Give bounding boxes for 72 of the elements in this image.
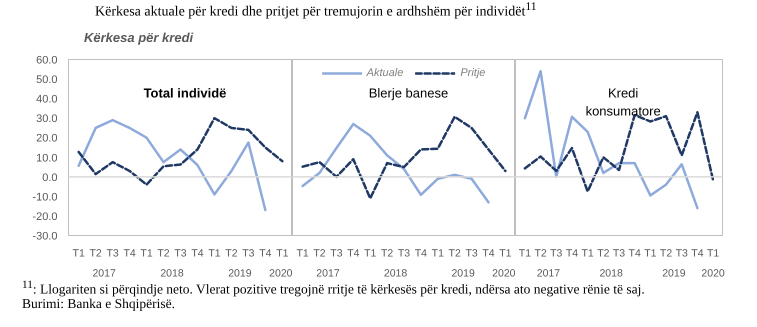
- x-tick-label: T3: [550, 248, 563, 260]
- y-tick-label: 20.0: [36, 132, 58, 145]
- x-tick-label: T2: [90, 248, 102, 260]
- x-tick-label: T1: [518, 248, 532, 260]
- x-tick-label: T4: [347, 248, 360, 260]
- x-tick-label: T1: [296, 248, 309, 260]
- text: 2020: [492, 268, 516, 280]
- text: 2020: [701, 268, 725, 280]
- y-tick-label: 40.0: [36, 94, 58, 106]
- x-tick-label: T1: [276, 248, 289, 260]
- x-tick-label: T4: [414, 248, 428, 260]
- text: 2018: [384, 268, 408, 280]
- y-tick-label: -30.0: [32, 230, 58, 242]
- text: 2017: [536, 268, 560, 280]
- y-tick-label: 60.0: [36, 54, 58, 66]
- y-tick-label: -20.0: [32, 210, 58, 223]
- text: $^{11}$: Llogariten si përqindje neto. Vlerat pozitive tregojnë rritje të kërkesës për kredi, ndërsa ato negative rënie të saj.: [21, 279, 646, 296]
- x-tick-label: T3: [398, 248, 410, 260]
- y-tick-label: -10.0: [32, 191, 58, 204]
- line-series: [77, 116, 284, 186]
- x-tick-label: T4: [628, 248, 641, 260]
- x-tick-label: T1: [499, 248, 512, 260]
- x-tick-label: T1: [432, 248, 444, 260]
- text: 2017: [316, 268, 340, 280]
- x-tick-label: T1: [582, 248, 594, 260]
- x-tick-label: T4: [691, 248, 704, 260]
- text: Total individë: [144, 86, 226, 100]
- x-tick-label: T2: [225, 248, 238, 260]
- x-tick-label: T4: [566, 248, 578, 260]
- x-tick-label: T4: [259, 248, 272, 260]
- y-tick-label: 0.0: [42, 172, 58, 184]
- x-tick-label: T1: [72, 248, 85, 260]
- text: 2019: [451, 268, 475, 280]
- x-tick-label: T1: [140, 248, 153, 260]
- x-tick-label: T3: [465, 248, 478, 260]
- line-series: [77, 118, 267, 212]
- x-tick-label: T1: [364, 248, 376, 260]
- text: 2019: [662, 268, 686, 280]
- x-tick-label: T3: [242, 248, 255, 260]
- text: Burimi: Banka e Shqipërisë.: [21, 296, 176, 313]
- chart-subtitle: Kërkesa për kredi: [83, 29, 194, 47]
- x-tick-label: T4: [191, 248, 204, 260]
- x-tick-label: T3: [106, 248, 119, 260]
- y-tick-label: 50.0: [36, 74, 58, 86]
- x-tick-label: T3: [676, 248, 688, 260]
- x-tick-label: T1: [644, 248, 657, 260]
- x-tick-label: T2: [380, 248, 394, 260]
- x-tick-label: T2: [448, 248, 461, 260]
- x-tick-label: T2: [157, 248, 170, 260]
- x-tick-label: T2: [534, 248, 547, 260]
- text: Kërkesa aktuale për kredi dhe pritjet për tremujorin e ardhshëm për individët$^{11}$: [94, 0, 538, 20]
- x-tick-label: T1: [208, 248, 221, 260]
- x-tick-label: T3: [612, 248, 626, 260]
- legend-label: Pritje: [460, 67, 486, 79]
- text: Kredi konsumatore: [586, 86, 661, 118]
- text: 2020: [269, 268, 293, 280]
- x-tick-label: T1: [706, 248, 720, 260]
- legend-label: Aktuale: [366, 67, 404, 79]
- text: 2019: [228, 268, 252, 280]
- x-tick-label: T2: [313, 248, 326, 260]
- y-tick-label: 10.0: [36, 152, 58, 164]
- text: Blerje banese: [368, 86, 448, 100]
- y-tick-label: 30.0: [36, 113, 58, 126]
- x-tick-label: T3: [330, 248, 343, 260]
- x-tick-label: T3: [174, 248, 187, 260]
- text: 2018: [160, 268, 184, 280]
- text: 2018: [599, 268, 623, 280]
- x-tick-label: T2: [597, 248, 610, 260]
- x-tick-label: T4: [482, 248, 495, 260]
- x-tick-label: T2: [660, 248, 672, 260]
- text: 2017: [92, 268, 116, 280]
- x-tick-label: T4: [123, 248, 136, 260]
